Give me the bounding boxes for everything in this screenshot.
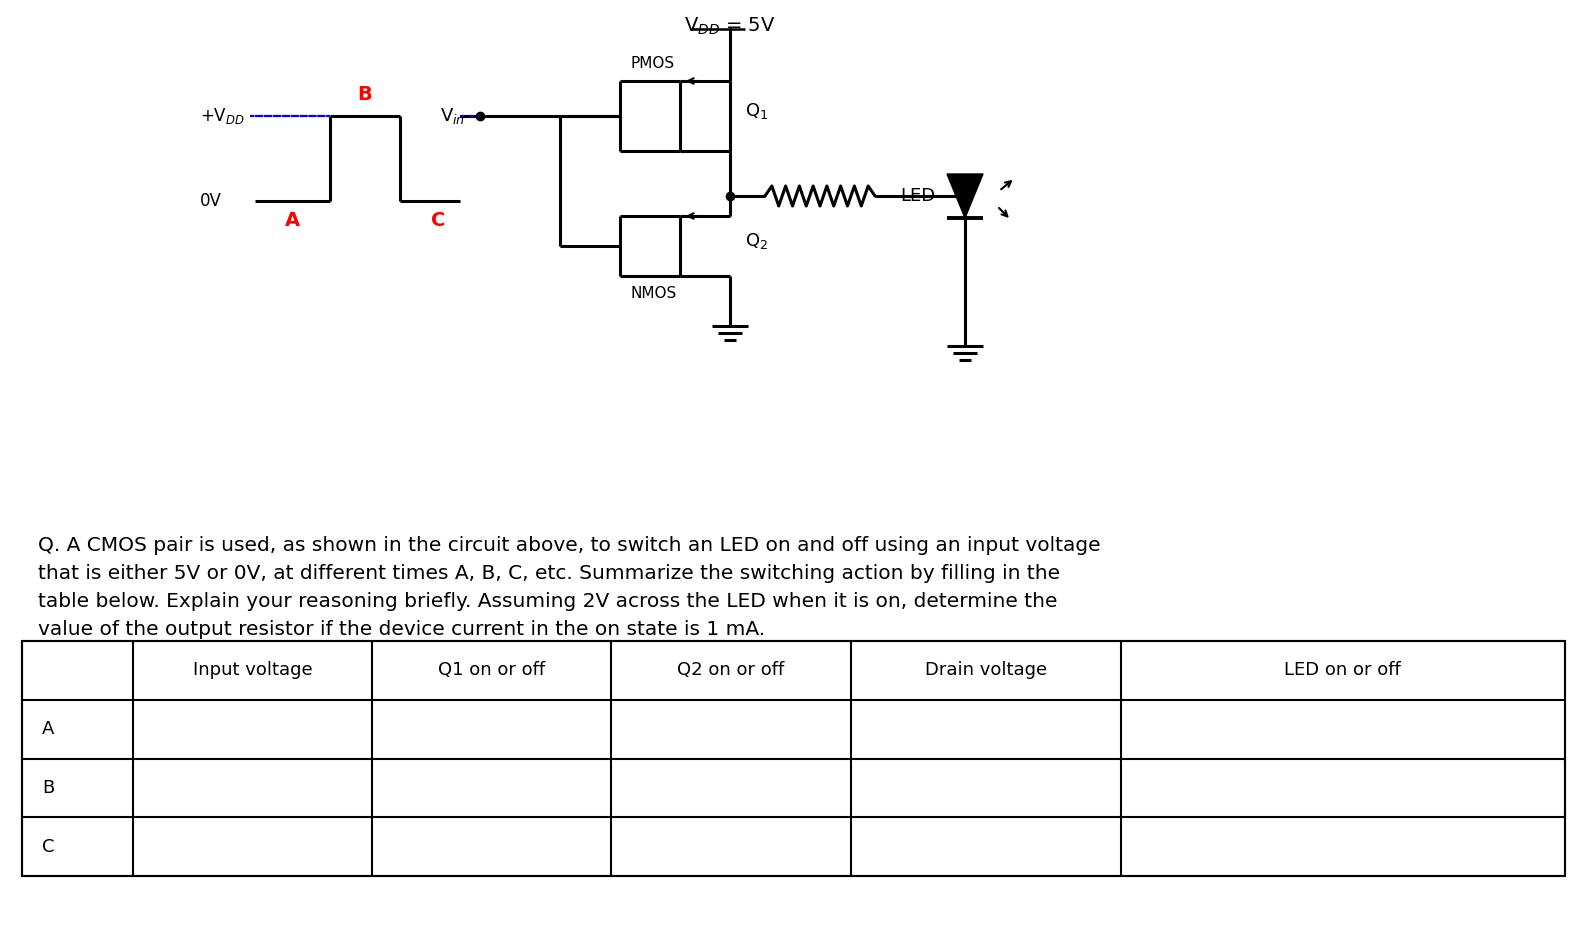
Text: B: B bbox=[41, 779, 54, 797]
Text: A: A bbox=[41, 720, 54, 739]
Text: Q$_2$: Q$_2$ bbox=[745, 231, 767, 251]
Text: Input voltage: Input voltage bbox=[192, 662, 313, 680]
Text: LED: LED bbox=[899, 187, 934, 205]
Text: Q. A CMOS pair is used, as shown in the circuit above, to switch an LED on and o: Q. A CMOS pair is used, as shown in the … bbox=[38, 536, 1101, 639]
Text: V$_{DD}$ = 5V: V$_{DD}$ = 5V bbox=[685, 16, 775, 37]
Text: Drain voltage: Drain voltage bbox=[925, 662, 1047, 680]
Text: A: A bbox=[284, 212, 300, 230]
Text: 0V: 0V bbox=[200, 192, 222, 210]
Text: +V$_{DD}$: +V$_{DD}$ bbox=[200, 106, 245, 126]
Text: Q$_1$: Q$_1$ bbox=[745, 101, 767, 121]
Text: C: C bbox=[431, 212, 445, 230]
Polygon shape bbox=[947, 174, 984, 218]
Text: B: B bbox=[358, 84, 372, 104]
Text: Q1 on or off: Q1 on or off bbox=[439, 662, 545, 680]
Text: PMOS: PMOS bbox=[629, 55, 674, 70]
Text: LED on or off: LED on or off bbox=[1284, 662, 1401, 680]
Bar bbox=[22, 641, 1565, 876]
Text: C: C bbox=[41, 838, 54, 856]
Text: V$_{in}$: V$_{in}$ bbox=[440, 106, 466, 126]
Text: Q2 on or off: Q2 on or off bbox=[677, 662, 785, 680]
Text: NMOS: NMOS bbox=[629, 286, 677, 301]
